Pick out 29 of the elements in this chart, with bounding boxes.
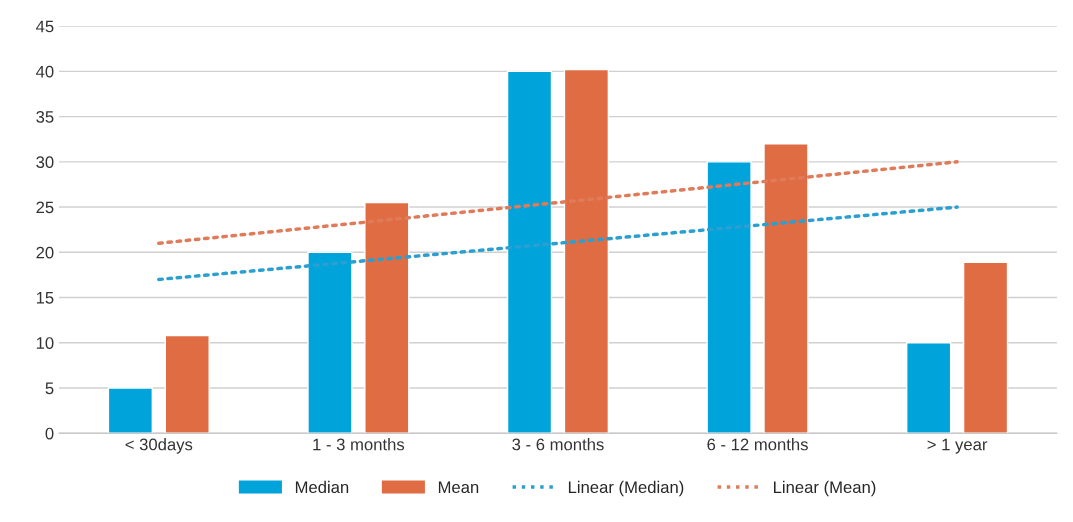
legend-label: Linear (Median) [568, 480, 684, 497]
legend-label: Median [295, 480, 349, 494]
bar [107, 387, 154, 434]
bar [763, 143, 809, 434]
bar [962, 261, 1009, 434]
y-tick-label: 40 [36, 65, 54, 78]
bar [906, 342, 952, 434]
bar [563, 68, 610, 434]
bar [364, 201, 410, 434]
x-tick-label: > 1 year [927, 438, 988, 454]
x-tick-label: 3 - 6 months [512, 438, 604, 451]
y-tick-label: 35 [36, 110, 54, 123]
y-tick-label: 15 [36, 292, 54, 304]
y-tick-label: 25 [36, 201, 54, 214]
legend-label: Linear (Mean) [773, 480, 876, 497]
y-tick-label: 45 [36, 20, 54, 33]
bar [706, 161, 752, 434]
x-tick-label: 6 - 12 months [707, 438, 808, 451]
y-tick-label: 30 [36, 156, 54, 169]
y-tick-label: 20 [36, 246, 54, 259]
legend-label: Mean [438, 481, 479, 494]
y-tick-label: 10 [36, 337, 54, 349]
x-tick-label: 1 - 3 months [313, 438, 405, 451]
x-tick-label: < 30days [125, 438, 193, 454]
bar [164, 334, 210, 434]
y-tick-label: 0 [45, 427, 54, 440]
y-tick-label: 5 [45, 382, 54, 395]
bar [506, 70, 553, 434]
bar [307, 251, 353, 434]
